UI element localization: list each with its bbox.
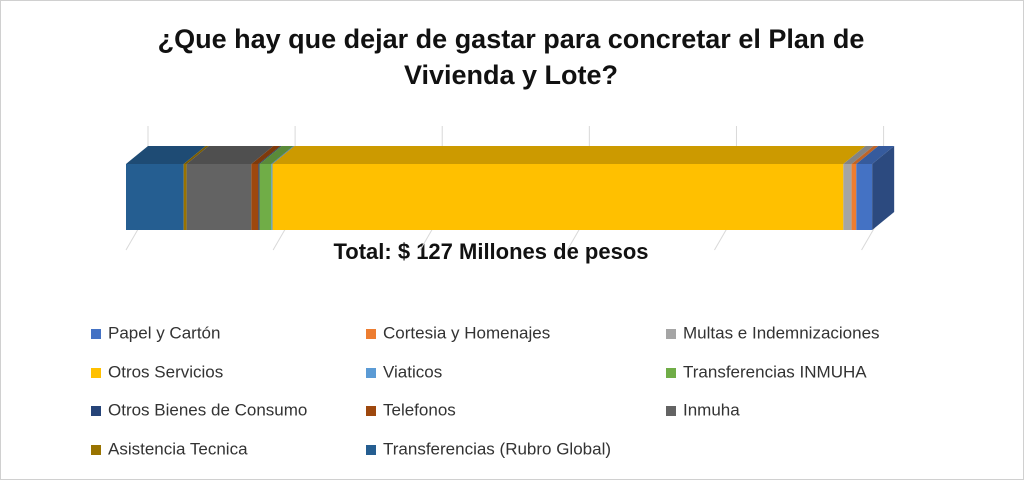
chart-title: ¿Que hay que dejar de gastar para concre… [157, 24, 865, 90]
legend-swatch [666, 329, 676, 339]
legend-swatch [91, 368, 101, 378]
legend-swatch [366, 445, 376, 455]
bar-top [843, 146, 874, 164]
bar-top [272, 146, 866, 164]
legend-swatch [366, 406, 376, 416]
bar [843, 164, 852, 230]
legend-swatch [366, 329, 376, 339]
bar-top [258, 146, 282, 164]
legend-label: Telefonos [383, 400, 456, 419]
bar [251, 164, 259, 230]
bar-top [259, 146, 294, 164]
bar [856, 164, 873, 230]
legend-label: Otros Bienes de Consumo [108, 400, 307, 419]
bar-top [126, 146, 206, 164]
legend-label: Otros Servicios [108, 362, 223, 381]
legend-swatch [366, 368, 376, 378]
bar-top [183, 146, 209, 164]
bar-top [186, 146, 274, 164]
bar-top [271, 146, 295, 164]
bar-side [872, 146, 895, 230]
bar-top [251, 146, 281, 164]
bar-top [851, 146, 879, 164]
legend-swatch [91, 406, 101, 416]
legend-swatch [91, 445, 101, 455]
legend-swatch [91, 329, 101, 339]
bar-stack [126, 146, 895, 230]
bar [258, 164, 260, 230]
legend-swatch [666, 406, 676, 416]
legend-label: Asistencia Tecnica [108, 439, 248, 458]
bar-top [856, 146, 895, 164]
legend-label: Transferencias INMUHA [683, 362, 867, 381]
legend-label: Inmuha [683, 400, 740, 419]
bar [126, 164, 184, 230]
bar [186, 164, 252, 230]
legend-label: Multas e Indemnizaciones [683, 323, 880, 342]
legend-label: Transferencias (Rubro Global) [383, 439, 611, 458]
legend-label: Papel y Cartón [108, 323, 220, 342]
chart-subtitle: Total: $ 127 Millones de pesos [333, 239, 648, 264]
legend-label: Cortesia y Homenajes [383, 323, 550, 342]
bar [271, 164, 273, 230]
bar [183, 164, 187, 230]
bar [851, 164, 857, 230]
legend-label: Viaticos [383, 362, 442, 381]
bar [259, 164, 272, 230]
legend-swatch [666, 368, 676, 378]
bar [272, 164, 844, 230]
